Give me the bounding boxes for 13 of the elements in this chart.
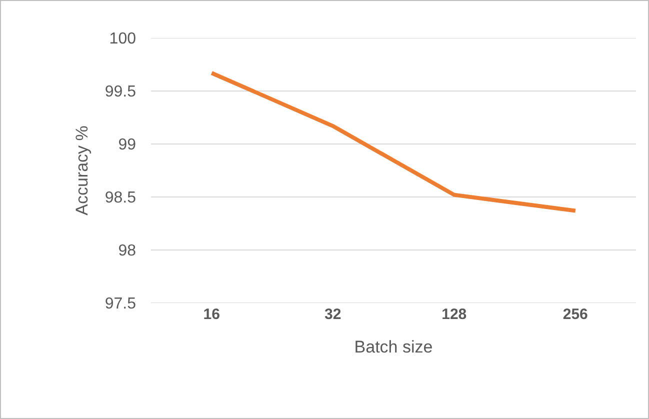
y-tick-label: 98 [118, 242, 136, 260]
y-tick-label: 99.5 [104, 84, 136, 101]
y-axis-title: Accuracy % [72, 126, 92, 216]
y-tick-label: 100 [109, 30, 136, 48]
y-tick-label: 97.5 [104, 296, 136, 313]
x-tick-label: 128 [442, 306, 467, 323]
x-tick-label: 256 [562, 306, 588, 323]
x-tick-label: 16 [203, 306, 220, 323]
line-series [210, 70, 578, 213]
y-tick-label: 98.5 [104, 190, 136, 207]
y-tick-label: 99 [118, 136, 136, 154]
x-axis-title: Batch size [354, 337, 433, 356]
x-tick-label: 32 [324, 306, 342, 323]
